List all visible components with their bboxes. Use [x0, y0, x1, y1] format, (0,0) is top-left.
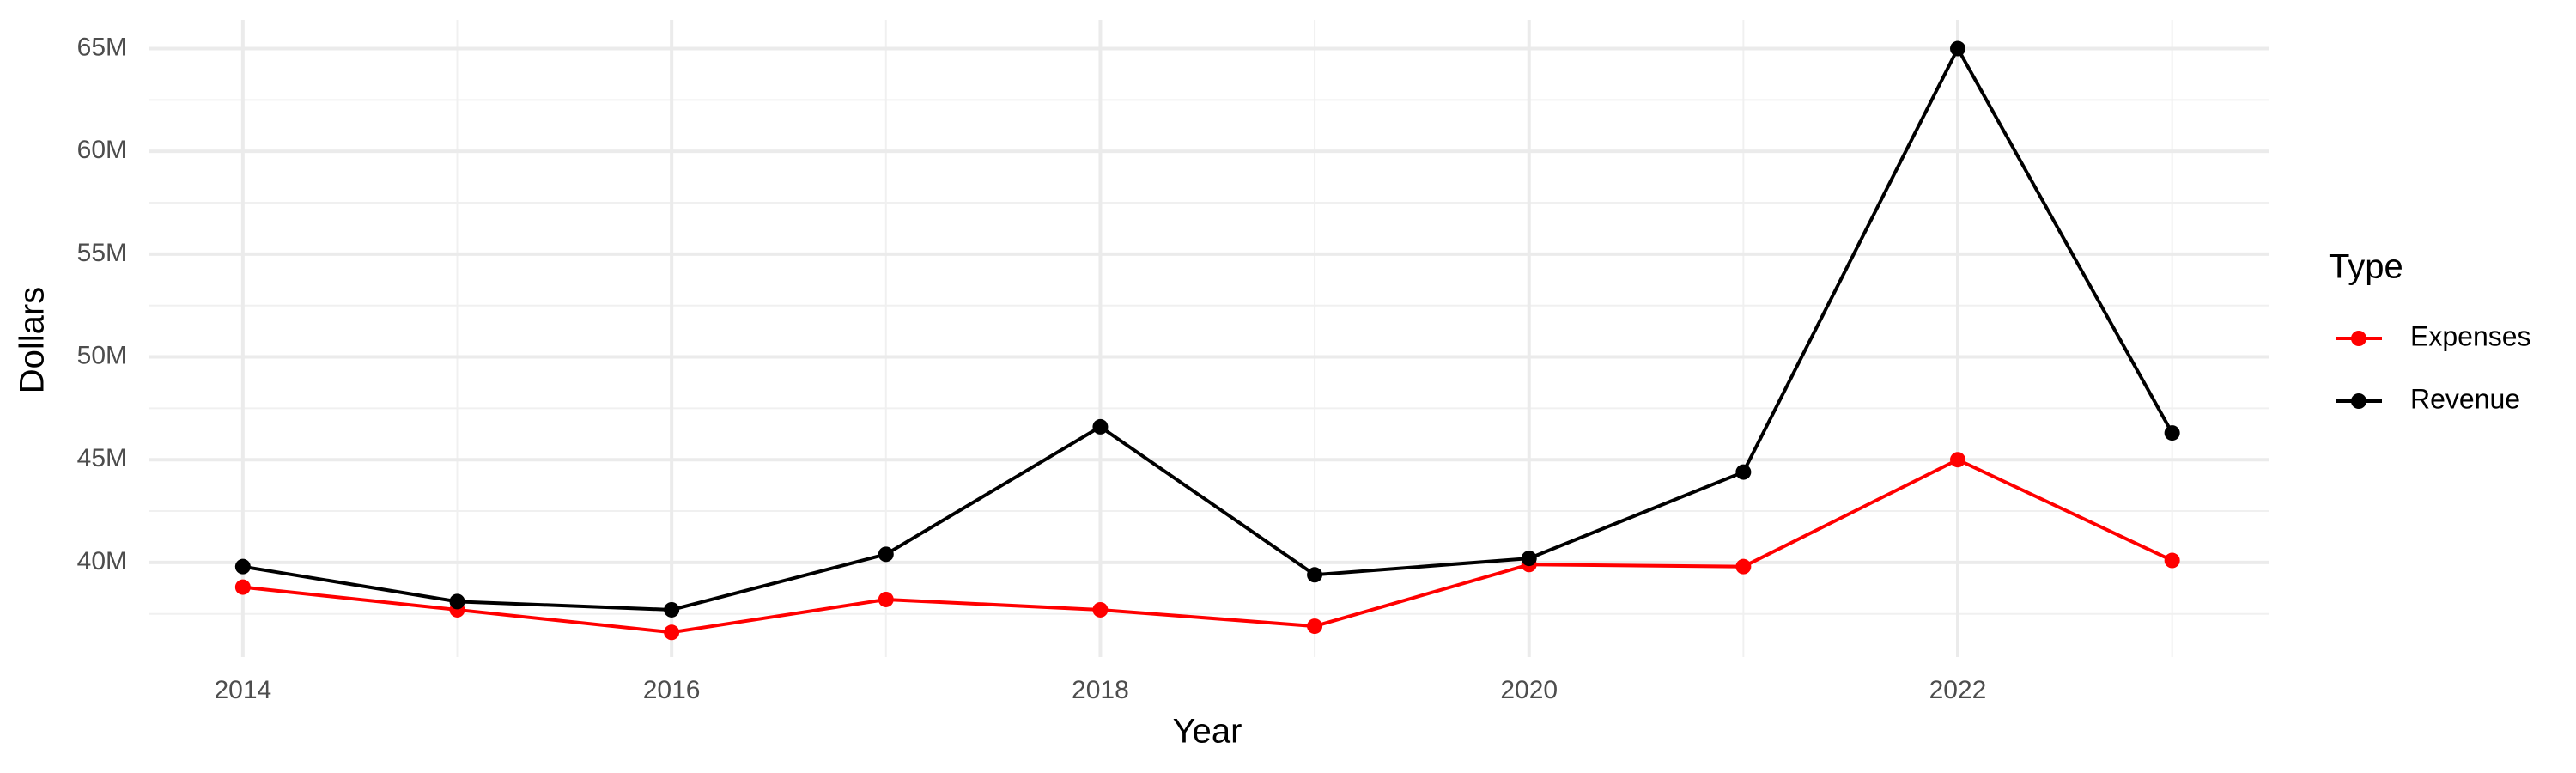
- y-tick-label: 55M: [77, 239, 127, 267]
- data-point: [1950, 452, 1966, 468]
- x-tick-label: 2018: [1072, 676, 1129, 704]
- data-point: [1092, 601, 1109, 618]
- legend-title: Type: [2329, 248, 2403, 286]
- data-point: [1092, 418, 1109, 435]
- data-point: [878, 591, 894, 607]
- data-point: [1735, 558, 1752, 575]
- data-point: [1307, 618, 1323, 635]
- y-tick-label: 40M: [77, 547, 127, 575]
- x-tick-label: 2022: [1929, 676, 1987, 704]
- x-tick-label: 2020: [1500, 676, 1558, 704]
- x-tick-label: 2016: [643, 676, 701, 704]
- series-line: [242, 45, 2174, 612]
- legend-key-point: [2351, 393, 2366, 409]
- data-point: [449, 593, 465, 610]
- x-axis-title: Year: [1173, 713, 1242, 751]
- data-point: [1735, 464, 1752, 480]
- x-tick-label: 2014: [214, 676, 271, 704]
- data-point: [2164, 425, 2180, 441]
- y-tick-label: 65M: [77, 33, 127, 61]
- legend-label: Expenses: [2410, 320, 2531, 351]
- data-point: [878, 546, 894, 563]
- series-line: [242, 457, 2173, 635]
- data-point: [234, 579, 251, 595]
- legend-key-point: [2351, 331, 2366, 346]
- data-point: [1521, 551, 1537, 567]
- y-tick-label: 60M: [77, 136, 127, 164]
- data-point: [664, 601, 680, 618]
- data-point: [664, 624, 680, 641]
- data-point: [2164, 552, 2180, 569]
- y-tick-label: 45M: [77, 444, 127, 472]
- y-tick-label: 50M: [77, 341, 127, 369]
- data-point: [234, 558, 251, 575]
- data-point: [1950, 40, 1966, 57]
- data-point: [1307, 567, 1323, 583]
- y-axis-title: Dollars: [14, 287, 52, 393]
- legend-label: Revenue: [2410, 383, 2520, 414]
